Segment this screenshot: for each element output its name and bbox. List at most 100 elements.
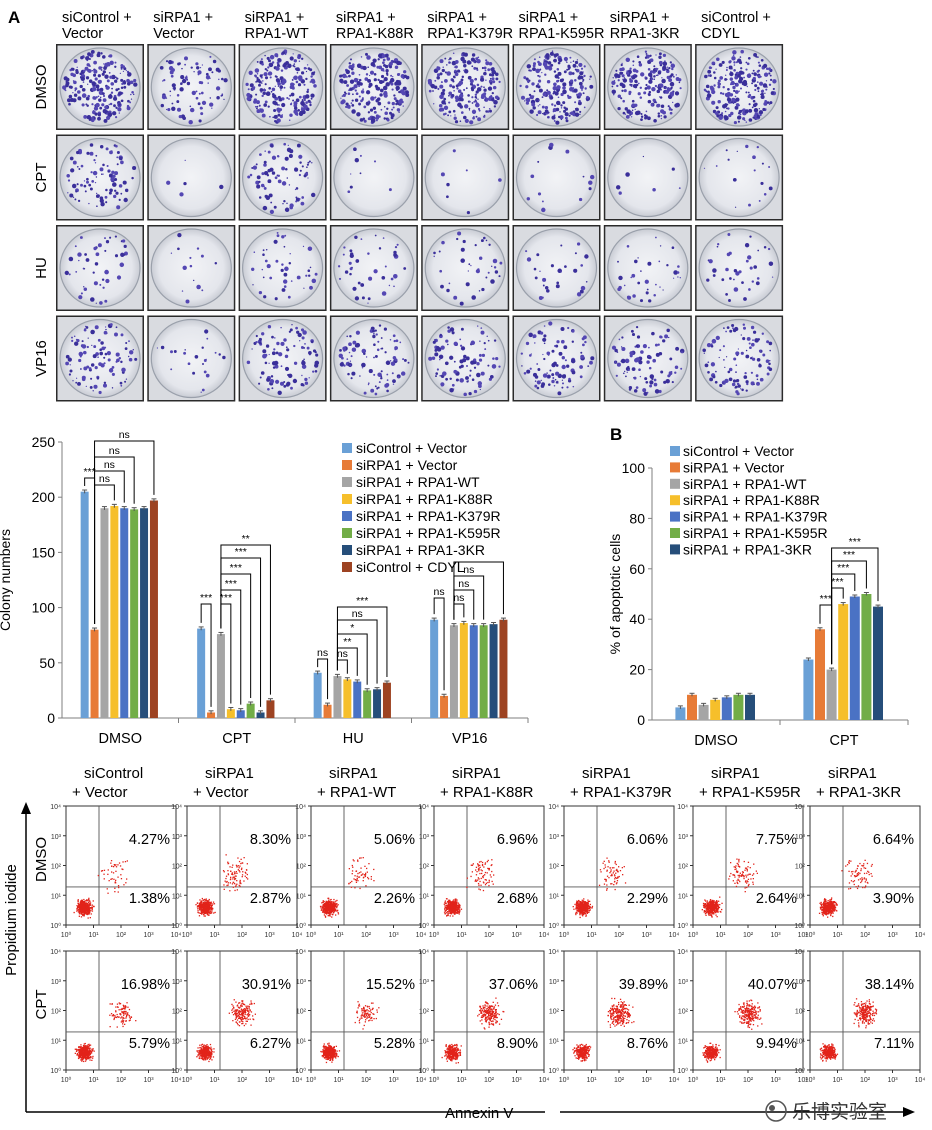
x-tick-label: 10³ <box>388 1077 399 1084</box>
dish <box>59 228 141 308</box>
colony-dots <box>520 321 595 396</box>
colony-plate <box>695 225 784 311</box>
significance-label: ns <box>104 459 115 471</box>
x-tick-label: 10¹ <box>715 1077 726 1084</box>
significance-label: * <box>350 622 354 634</box>
legend-swatch <box>342 494 352 504</box>
plate-column-label: siRPA1 + <box>336 10 396 26</box>
y-tick-label: 10¹ <box>296 1038 307 1045</box>
legend-entry: siRPA1 + RPA1-3KR <box>356 542 485 558</box>
dish <box>424 228 506 308</box>
bar <box>489 624 498 718</box>
significance-label: *** <box>356 595 368 607</box>
colony-plate <box>56 225 144 311</box>
legend-entry: siRPA1 + RPA1-K88R <box>356 491 493 507</box>
y-tick-label: 10³ <box>678 979 689 986</box>
x-tick-label: 10¹ <box>209 932 220 939</box>
bar <box>803 659 814 720</box>
bar <box>745 694 755 720</box>
y-tick-label: 10³ <box>296 979 307 986</box>
plate-column-label: siRPA1 + <box>519 10 579 26</box>
dish <box>333 137 415 218</box>
plate-column-label: siRPA1 + <box>245 10 305 26</box>
colony-plate <box>329 44 418 130</box>
y-tick-label: 10² <box>296 864 307 871</box>
x-tick-label: 10⁴ <box>798 1077 809 1084</box>
significance-label: *** <box>220 592 232 604</box>
legend-swatch <box>670 446 680 456</box>
significance-label: ns <box>463 564 474 576</box>
y-tick-label: 10² <box>795 1009 806 1016</box>
significance-label: ns <box>453 592 464 604</box>
x-tick-label: VP16 <box>452 731 487 747</box>
y-tick-label: 10³ <box>419 979 430 986</box>
x-tick-label: 10⁴ <box>292 1077 303 1084</box>
x-tick-label: 10¹ <box>209 1077 220 1084</box>
y-tick-label: 10³ <box>172 979 183 986</box>
y-tick-label: 0 <box>637 712 645 728</box>
y-axis-title: Propidium iodide <box>3 864 20 976</box>
x-tick-label: 10² <box>614 932 625 939</box>
x-tick-label: 10³ <box>511 1077 522 1084</box>
flow-column-label: siRPA1 <box>205 765 254 782</box>
colony-plate <box>603 44 692 130</box>
colony-dots <box>615 155 681 195</box>
lower-right-percent: 2.29% <box>627 891 668 907</box>
colony-plate <box>56 315 144 402</box>
legend-swatch <box>670 478 680 489</box>
upper-right-percent: 40.07% <box>748 977 797 993</box>
significance-bracket <box>94 440 155 625</box>
y-tick-label: 10⁰ <box>295 922 306 930</box>
x-tick-label: 10¹ <box>456 932 467 939</box>
x-tick-label: CPT <box>222 731 251 747</box>
bar <box>207 712 216 718</box>
flow-plot: 10⁰10⁰10¹10¹10²10²10³10³10⁴10⁴15.52%5.28… <box>295 949 426 1084</box>
bar <box>873 606 883 720</box>
y-tick-label: 10⁰ <box>418 922 429 930</box>
x-tick-label: 10⁴ <box>798 932 809 939</box>
x-tick-label: 10⁰ <box>429 1076 440 1084</box>
flow-column-label: siRPA1 <box>828 765 877 782</box>
y-tick-label: 10³ <box>678 834 689 841</box>
colony-plate <box>695 315 784 402</box>
colony-plate <box>512 315 601 402</box>
event-dots <box>73 860 128 919</box>
x-tick-label: 10² <box>361 1077 372 1084</box>
legend-swatch <box>670 528 680 538</box>
x-tick-label: 10⁰ <box>559 931 570 939</box>
upper-right-percent: 37.06% <box>489 977 538 993</box>
significance-label: ** <box>242 533 250 545</box>
y-tick-label: 200 <box>32 489 56 505</box>
x-tick-label: 10² <box>237 1077 248 1084</box>
x-tick-label: 10³ <box>511 932 522 939</box>
bar <box>110 506 119 718</box>
event-dots <box>572 857 627 919</box>
x-tick-label: HU <box>343 731 364 747</box>
y-tick-label: 10⁰ <box>548 922 559 930</box>
significance-label: *** <box>225 578 237 590</box>
y-tick-label: 10⁴ <box>295 949 306 956</box>
bar <box>353 681 362 718</box>
y-tick-label: 10² <box>296 1009 307 1016</box>
legend-entry: siRPA1 + Vector <box>356 457 458 473</box>
colony-plate <box>56 44 144 130</box>
y-tick-label: 100 <box>622 460 646 476</box>
colony-dots <box>433 231 503 306</box>
bar <box>363 690 372 718</box>
bar <box>373 689 382 718</box>
x-tick-label: 10³ <box>770 1077 781 1084</box>
bar <box>499 619 508 718</box>
upper-right-percent: 30.91% <box>242 977 291 993</box>
x-tick-label: 10² <box>743 1077 754 1084</box>
upper-right-percent: 8.30% <box>250 832 291 848</box>
x-tick-label: 10³ <box>641 1077 652 1084</box>
x-tick-label: 10⁰ <box>805 931 816 939</box>
y-tick-label: 10⁴ <box>794 804 805 811</box>
bar <box>815 629 825 720</box>
y-tick-label: 10¹ <box>795 1038 806 1045</box>
plate-column-label: CDYL <box>701 26 740 42</box>
